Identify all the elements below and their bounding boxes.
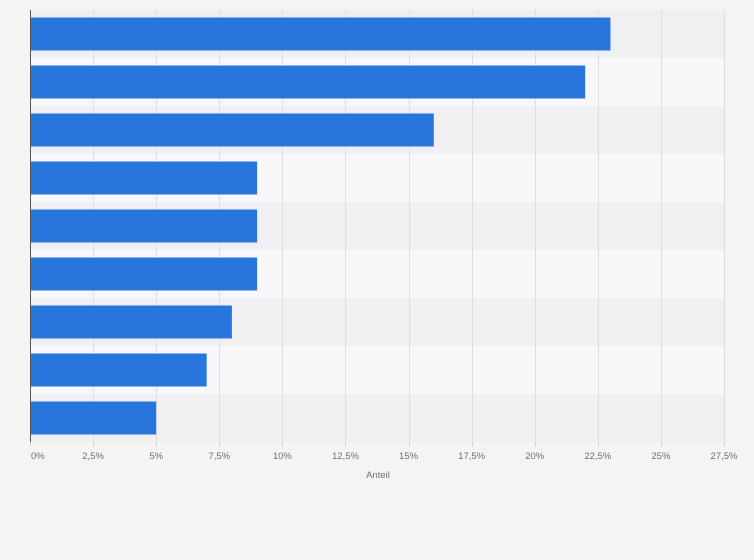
x-tick-label: 2,5% — [82, 451, 104, 462]
bar — [30, 401, 157, 435]
x-tick-label: 20% — [525, 451, 545, 462]
x-tick-label: 5% — [149, 451, 163, 462]
x-tick-label: 10% — [273, 451, 293, 462]
axes — [30, 10, 725, 446]
bar — [30, 113, 434, 147]
bar — [30, 17, 611, 51]
bar — [30, 65, 586, 99]
x-tick-label: 12,5% — [332, 451, 359, 462]
x-tick-label: 17,5% — [458, 451, 485, 462]
x-tick-labels: 0% 2,5% 5% 7,5% 10% 12,5% 15% 17,5% 20% 22,5% 25% 2… — [31, 451, 738, 462]
x-axis-title: Anteil — [366, 470, 390, 481]
bar — [30, 209, 258, 243]
bar — [30, 305, 232, 339]
bars — [30, 17, 611, 435]
x-tick-label: 7,5% — [208, 451, 230, 462]
bar — [30, 257, 258, 291]
x-tick-label: 15% — [399, 451, 419, 462]
bar — [30, 353, 207, 387]
x-tick-label: 22,5% — [584, 451, 611, 462]
x-tick-label: 25% — [651, 451, 671, 462]
x-tick-label: 27,5% — [711, 451, 738, 462]
x-tick-label: 0% — [31, 451, 45, 462]
bar — [30, 161, 258, 195]
